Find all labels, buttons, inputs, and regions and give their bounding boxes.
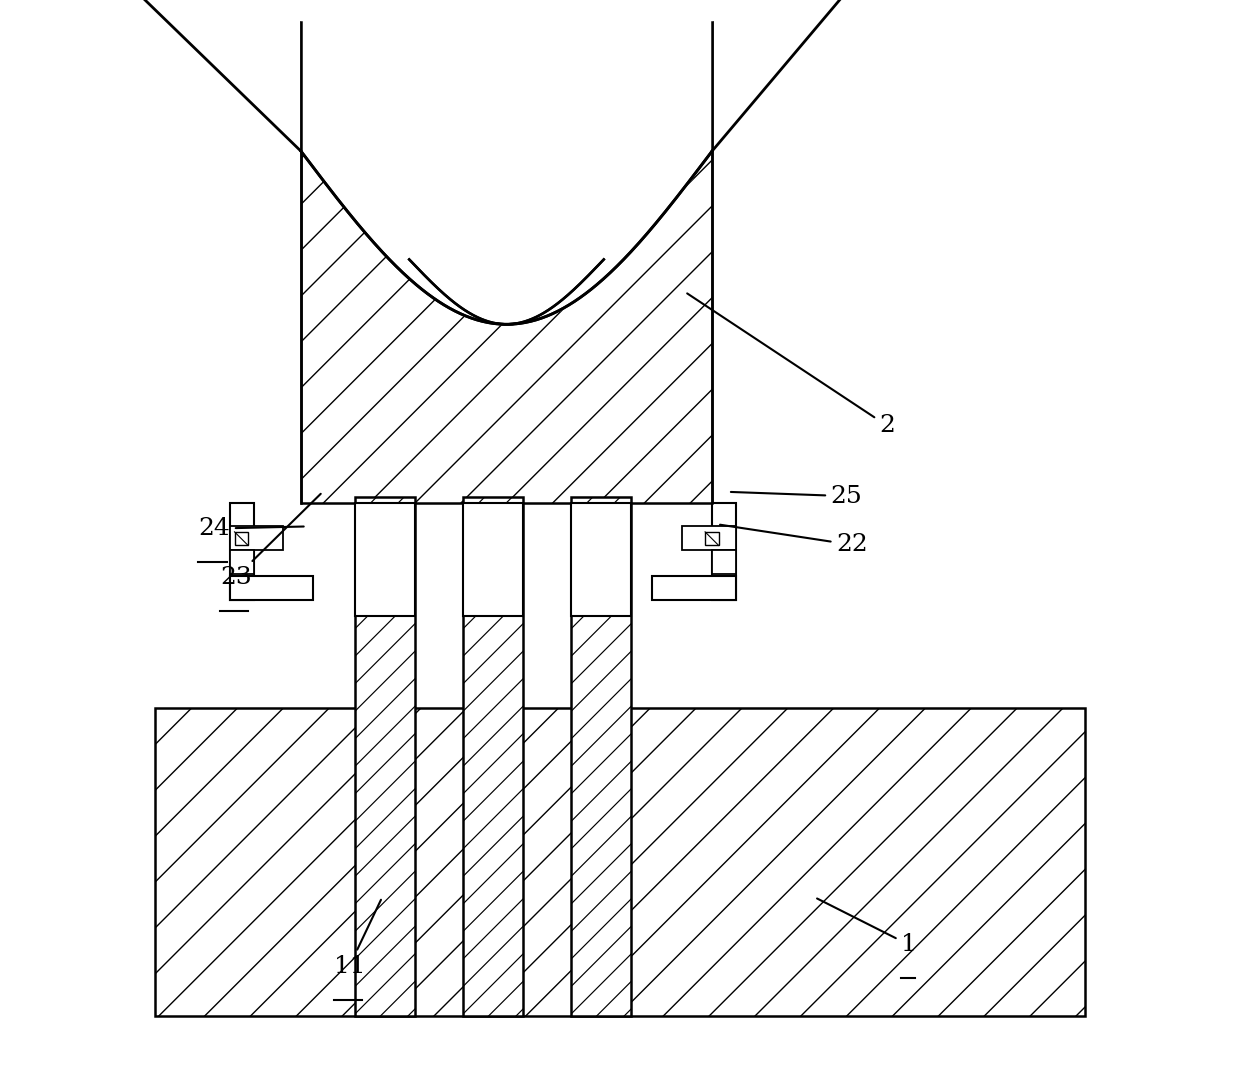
Bar xyxy=(712,550,735,574)
Bar xyxy=(572,503,631,616)
Bar xyxy=(229,576,312,600)
Bar xyxy=(464,497,523,1016)
Bar xyxy=(682,526,735,550)
Text: 1: 1 xyxy=(817,898,916,957)
Text: 11: 11 xyxy=(334,899,381,978)
Bar xyxy=(355,497,414,1016)
Bar xyxy=(229,550,253,574)
Bar xyxy=(155,708,1085,1016)
Bar xyxy=(652,576,735,600)
Bar xyxy=(229,503,253,600)
Bar xyxy=(712,503,735,600)
Bar xyxy=(234,532,248,546)
Bar xyxy=(464,503,523,616)
Bar xyxy=(706,532,719,546)
Text: 23: 23 xyxy=(219,494,321,589)
Bar xyxy=(572,497,631,1016)
Text: 2: 2 xyxy=(687,293,895,438)
Text: 25: 25 xyxy=(730,484,863,508)
Bar xyxy=(355,503,414,616)
Bar xyxy=(229,526,283,550)
Bar xyxy=(301,22,712,503)
Text: 22: 22 xyxy=(720,524,868,557)
Text: 24: 24 xyxy=(198,517,304,540)
